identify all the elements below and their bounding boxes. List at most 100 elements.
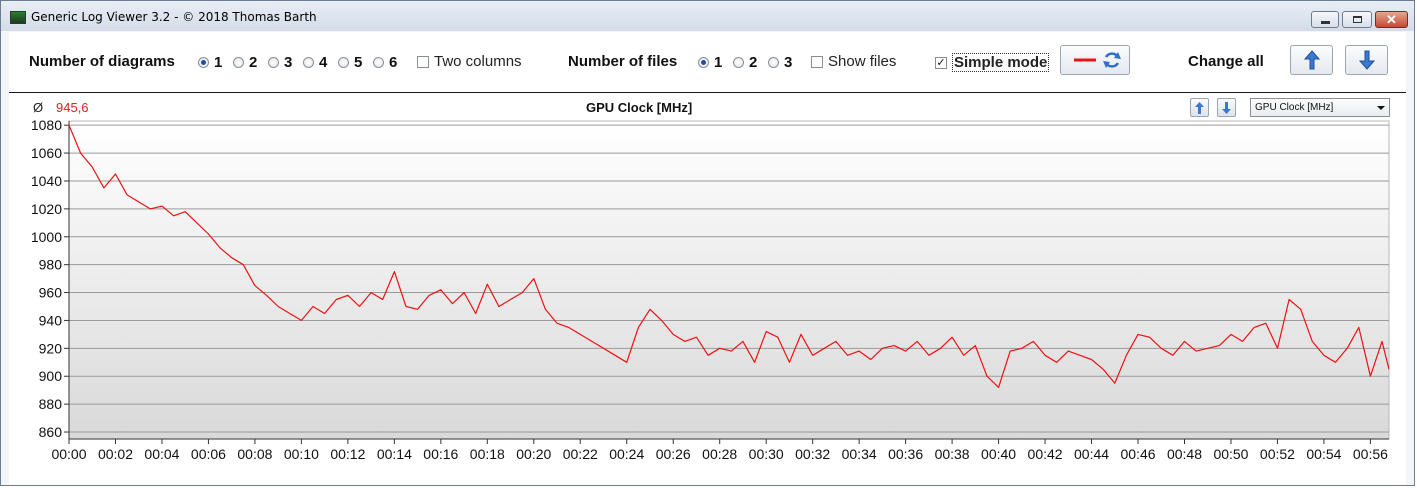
radio-label: 5	[354, 54, 363, 71]
radio-label: 3	[284, 54, 293, 71]
radio-dot	[268, 57, 279, 68]
checkbox-box	[417, 55, 429, 68]
chart-panel: Ø 945,6 GPU Clock [MHz] GPU Clock [MHz] …	[9, 93, 1406, 485]
diagram-radio-1[interactable]: 1	[198, 54, 222, 71]
radio-dot	[733, 57, 744, 68]
chart-up-button[interactable]	[1190, 98, 1209, 117]
radio-label: 6	[389, 54, 398, 71]
radio-dot	[338, 57, 349, 68]
x-tick-label: 00:44	[1074, 446, 1109, 462]
series-select[interactable]: GPU Clock [MHz]	[1250, 98, 1390, 117]
x-tick-label: 00:34	[842, 446, 877, 462]
arrow-up-icon	[1195, 101, 1204, 114]
checkbox-box	[811, 55, 823, 68]
file-radio-1[interactable]: 1	[698, 54, 722, 71]
diagram-radio-4[interactable]: 4	[303, 54, 327, 71]
x-tick-label: 00:46	[1120, 446, 1155, 462]
file-radio-2[interactable]: 2	[733, 54, 757, 71]
radio-dot	[768, 57, 779, 68]
x-tick-label: 00:22	[563, 446, 598, 462]
move-up-button[interactable]	[1290, 45, 1333, 75]
x-tick-label: 00:00	[51, 446, 86, 462]
x-tick-label: 00:26	[656, 446, 691, 462]
plot-background	[68, 120, 1390, 440]
maximize-button[interactable]	[1342, 11, 1372, 28]
toolbar: Number of diagrams 1 2 3 4 5 6 Two colum…	[9, 32, 1406, 94]
x-tick-label: 00:48	[1167, 446, 1202, 462]
radio-dot	[698, 57, 709, 68]
y-tick-label: 860	[39, 424, 63, 440]
app-icon	[10, 11, 26, 24]
chart-down-button[interactable]	[1217, 98, 1236, 117]
radio-label: 3	[784, 54, 793, 71]
diagram-radio-6[interactable]: 6	[373, 54, 397, 71]
title-bar: Generic Log Viewer 3.2 - © 2018 Thomas B…	[1, 1, 1414, 31]
x-tick-label: 00:32	[795, 446, 830, 462]
checkbox-label: Show files	[828, 53, 897, 70]
x-tick-label: 00:06	[191, 446, 226, 462]
chevron-down-icon	[1377, 106, 1385, 110]
two-columns-checkbox[interactable]: Two columns	[417, 53, 522, 70]
chart-title: GPU Clock [MHz]	[586, 100, 693, 115]
series-line-gpu-clock	[68, 124, 1390, 388]
diagram-radio-5[interactable]: 5	[338, 54, 362, 71]
move-down-button[interactable]	[1345, 45, 1388, 75]
radio-label: 2	[749, 54, 758, 71]
y-tick-label: 920	[39, 340, 63, 356]
x-tick-label: 00:16	[423, 446, 458, 462]
x-tick-label: 00:52	[1260, 446, 1295, 462]
checkbox-label: Simple mode	[952, 53, 1050, 72]
radio-label: 4	[319, 54, 328, 71]
close-icon: ✕	[1386, 12, 1397, 27]
y-tick-label: 900	[39, 368, 63, 384]
y-tick-label: 1060	[31, 145, 62, 161]
simple-mode-checkbox[interactable]: ✓ Simple mode	[935, 53, 1050, 72]
x-tick-label: 00:54	[1306, 446, 1341, 462]
x-tick-label: 00:56	[1353, 446, 1388, 462]
y-tick-label: 1040	[31, 173, 62, 189]
radio-dot	[373, 57, 384, 68]
x-tick-label: 00:28	[702, 446, 737, 462]
line-style-refresh-button[interactable]	[1060, 45, 1130, 75]
x-tick-label: 00:36	[888, 446, 923, 462]
x-tick-label: 00:24	[609, 446, 644, 462]
diagram-radio-2[interactable]: 2	[233, 54, 257, 71]
x-tick-label: 00:20	[516, 446, 551, 462]
radio-dot	[198, 57, 209, 68]
x-tick-label: 00:30	[749, 446, 784, 462]
x-tick-label: 00:08	[237, 446, 272, 462]
average-symbol: Ø	[33, 100, 44, 115]
maximize-icon	[1352, 16, 1362, 23]
x-tick-label: 00:10	[284, 446, 319, 462]
x-tick-label: 00:40	[981, 446, 1016, 462]
change-all-label: Change all	[1188, 53, 1264, 70]
x-tick-label: 00:02	[98, 446, 133, 462]
arrow-down-icon	[1358, 50, 1375, 70]
x-tick-label: 00:18	[470, 446, 505, 462]
x-tick-label: 00:12	[330, 446, 365, 462]
radio-label: 1	[214, 54, 223, 71]
diagram-radio-3[interactable]: 3	[268, 54, 292, 71]
x-tick-label: 00:50	[1213, 446, 1248, 462]
close-button[interactable]: ✕	[1375, 11, 1408, 28]
checkbox-box: ✓	[935, 56, 947, 69]
diagrams-label: Number of diagrams	[29, 53, 175, 70]
y-tick-label: 1000	[31, 229, 62, 245]
radio-label: 2	[249, 54, 258, 71]
line-chart: 860 880 900 920 940 960 980 1000 1020 1040 1060 108…	[31, 117, 1390, 462]
x-tick-label: 00:04	[144, 446, 179, 462]
x-tick-label: 00:14	[377, 446, 412, 462]
y-tick-label: 880	[39, 396, 63, 412]
show-files-checkbox[interactable]: Show files	[811, 53, 896, 70]
radio-dot	[303, 57, 314, 68]
file-radio-3[interactable]: 3	[768, 54, 792, 71]
minimize-button[interactable]	[1311, 11, 1339, 28]
y-tick-label: 980	[39, 257, 63, 273]
x-tick-label: 00:38	[935, 446, 970, 462]
minimize-icon	[1320, 21, 1330, 24]
refresh-icon	[1103, 52, 1121, 68]
y-tick-label: 1020	[31, 201, 62, 217]
radio-label: 1	[714, 54, 723, 71]
radio-dot	[233, 57, 244, 68]
arrow-down-icon	[1222, 101, 1231, 114]
